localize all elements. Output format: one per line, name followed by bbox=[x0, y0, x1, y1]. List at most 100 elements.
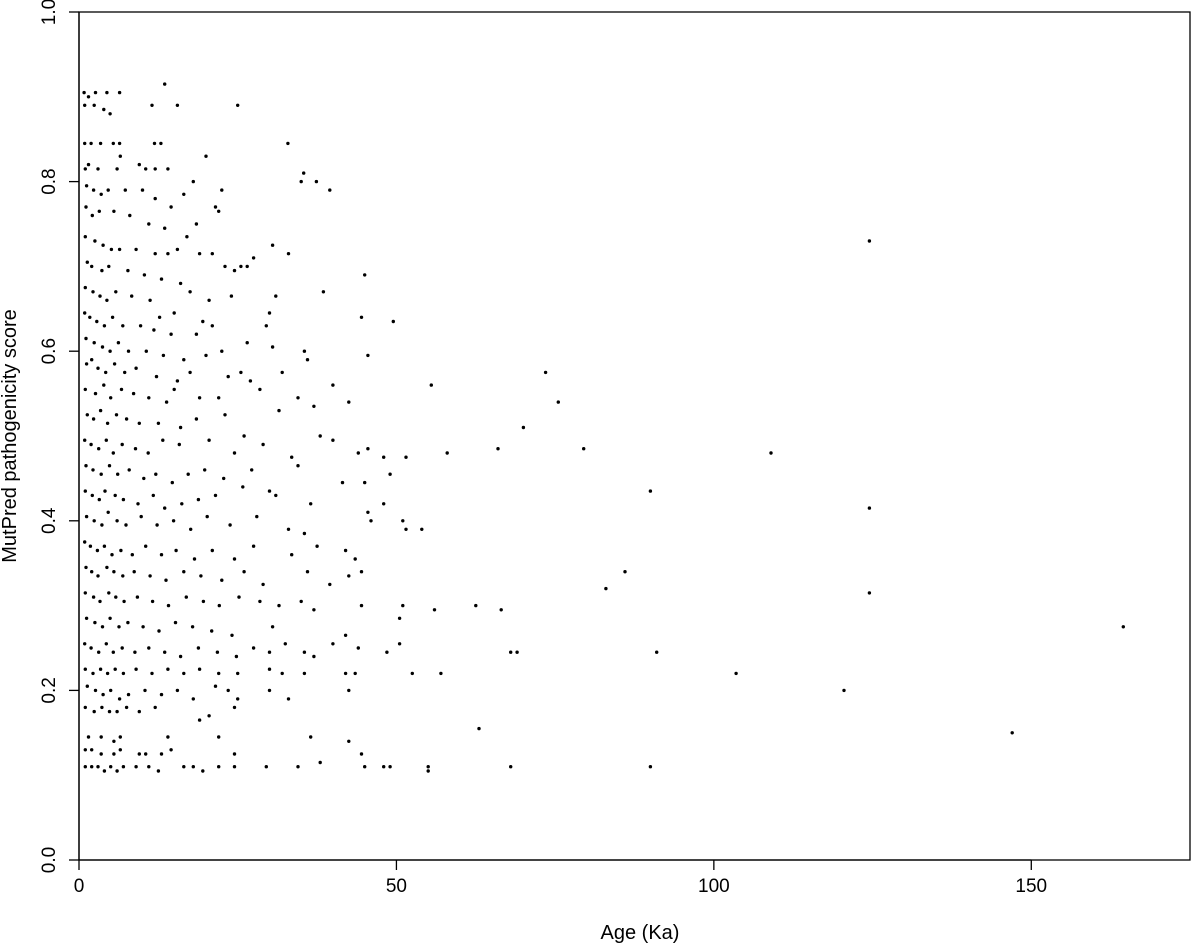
data-point bbox=[420, 527, 424, 531]
data-point bbox=[174, 548, 178, 553]
x-axis-title: Age (Ka) bbox=[601, 922, 680, 944]
data-point bbox=[655, 650, 659, 654]
data-point bbox=[302, 349, 307, 353]
data-point bbox=[90, 213, 95, 218]
data-point bbox=[401, 519, 405, 523]
data-point bbox=[150, 103, 154, 108]
data-point bbox=[180, 502, 184, 506]
data-point bbox=[86, 95, 91, 99]
data-point bbox=[96, 765, 100, 769]
data-point bbox=[404, 527, 408, 531]
data-point bbox=[152, 328, 156, 332]
data-point bbox=[359, 752, 364, 756]
data-point bbox=[84, 362, 89, 366]
data-point bbox=[118, 735, 123, 739]
data-point bbox=[223, 413, 227, 417]
data-point bbox=[867, 506, 872, 510]
data-point bbox=[156, 769, 161, 773]
data-point bbox=[102, 107, 106, 112]
data-point bbox=[100, 345, 105, 349]
data-point bbox=[217, 603, 221, 608]
data-point bbox=[166, 252, 170, 256]
data-point bbox=[315, 544, 319, 548]
data-point bbox=[286, 252, 291, 256]
data-point bbox=[312, 608, 316, 612]
data-point bbox=[237, 595, 241, 599]
data-point bbox=[98, 294, 102, 298]
data-point bbox=[213, 493, 218, 498]
data-point bbox=[120, 442, 124, 447]
data-point bbox=[191, 697, 195, 701]
x-tick-label: 100 bbox=[698, 876, 730, 897]
data-point bbox=[867, 239, 872, 243]
data-point bbox=[302, 171, 306, 175]
data-point bbox=[113, 493, 117, 498]
y-tick-label: 0.8 bbox=[39, 168, 60, 194]
data-point bbox=[114, 595, 118, 599]
data-point bbox=[388, 472, 392, 476]
data-point bbox=[241, 485, 245, 489]
data-point bbox=[867, 591, 872, 595]
data-point bbox=[164, 400, 169, 404]
data-point bbox=[267, 667, 272, 671]
data-point bbox=[215, 650, 220, 654]
data-point bbox=[147, 765, 151, 769]
data-point bbox=[98, 408, 103, 413]
data-point bbox=[95, 319, 99, 324]
data-point bbox=[109, 688, 113, 693]
data-point bbox=[251, 256, 256, 260]
data-point bbox=[230, 633, 234, 637]
data-point bbox=[261, 582, 265, 587]
data-point bbox=[359, 570, 364, 574]
data-point bbox=[366, 447, 370, 451]
data-point bbox=[83, 667, 88, 671]
data-point bbox=[82, 90, 86, 95]
data-point bbox=[134, 667, 138, 671]
data-point bbox=[85, 684, 90, 688]
data-point bbox=[543, 370, 548, 375]
data-point bbox=[182, 570, 186, 574]
data-point bbox=[122, 599, 126, 604]
data-point bbox=[340, 480, 345, 485]
data-point bbox=[163, 506, 167, 510]
data-point bbox=[213, 684, 218, 688]
y-tick-label: 1.0 bbox=[39, 0, 60, 25]
data-point bbox=[236, 697, 240, 701]
data-point bbox=[232, 765, 237, 769]
data-point bbox=[100, 523, 104, 527]
data-point bbox=[110, 315, 115, 319]
y-axis-title: MutPred pathogenicity score bbox=[0, 309, 21, 562]
data-point bbox=[124, 417, 129, 421]
data-point bbox=[152, 141, 157, 146]
data-point bbox=[220, 188, 224, 192]
data-point bbox=[126, 349, 131, 353]
data-point bbox=[521, 425, 526, 430]
x-tick-label: 150 bbox=[1015, 876, 1047, 897]
data-point bbox=[83, 748, 88, 752]
data-point bbox=[177, 442, 181, 447]
data-point bbox=[474, 603, 478, 608]
data-point bbox=[134, 366, 138, 370]
data-point bbox=[89, 646, 93, 650]
data-point bbox=[137, 709, 141, 714]
data-point bbox=[175, 688, 180, 693]
data-point bbox=[83, 235, 88, 239]
data-point bbox=[157, 315, 162, 319]
data-point bbox=[363, 273, 367, 277]
data-point bbox=[163, 650, 167, 654]
data-point bbox=[410, 671, 414, 676]
data-point bbox=[286, 527, 291, 531]
data-point bbox=[119, 387, 124, 392]
data-point bbox=[90, 358, 94, 362]
data-point bbox=[83, 167, 88, 171]
data-point bbox=[264, 324, 268, 328]
y-tick-label: 0.0 bbox=[39, 847, 60, 873]
data-point bbox=[170, 480, 174, 485]
data-point bbox=[100, 625, 105, 629]
data-point bbox=[115, 769, 119, 773]
data-point bbox=[220, 578, 224, 582]
data-point bbox=[270, 345, 275, 349]
data-point bbox=[366, 353, 370, 358]
data-point bbox=[604, 586, 608, 591]
data-point bbox=[109, 396, 113, 400]
